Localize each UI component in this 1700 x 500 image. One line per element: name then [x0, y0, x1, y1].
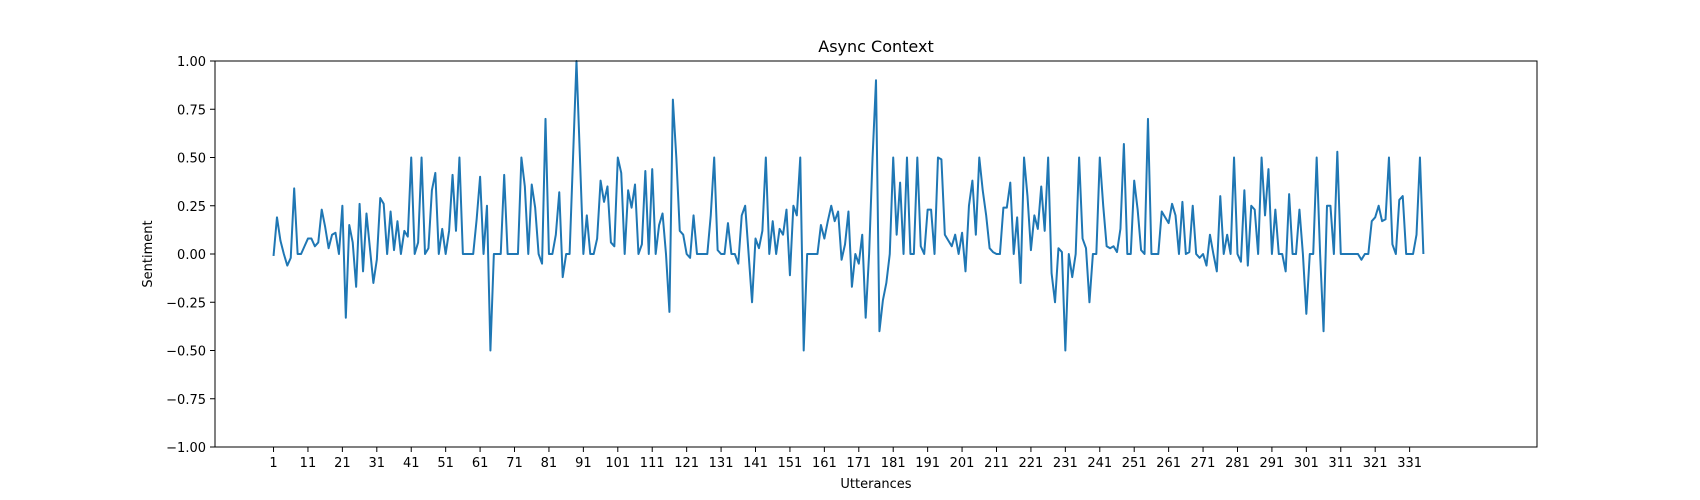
x-tick-label: 191 [915, 456, 940, 471]
x-axis-label: Utterances [840, 477, 911, 492]
x-tick-label: 181 [881, 456, 906, 471]
x-tick-label: 101 [605, 456, 630, 471]
y-tick-label: 0.25 [177, 200, 206, 215]
x-tick-label: 251 [1122, 456, 1147, 471]
y-tick-label: 0.00 [177, 248, 206, 263]
y-axis: 1.00 0.75 0.50 0.25 0.00 −0.25 −0.50 −0.75 −1.00 [166, 55, 215, 456]
x-tick-label: 221 [1019, 456, 1044, 471]
x-tick-label: 291 [1259, 456, 1284, 471]
x-tick-label: 271 [1191, 456, 1216, 471]
x-tick-label: 31 [369, 456, 386, 471]
x-tick-label: 231 [1053, 456, 1078, 471]
x-tick-label: 71 [506, 456, 523, 471]
x-tick-label: 11 [300, 456, 317, 471]
x-tick-label: 21 [334, 456, 351, 471]
x-tick-label: 41 [403, 456, 420, 471]
x-tick-label: 61 [472, 456, 489, 471]
x-tick-label: 201 [950, 456, 975, 471]
x-tick-label: 131 [709, 456, 734, 471]
x-tick-label: 111 [640, 456, 665, 471]
x-tick-label: 81 [541, 456, 558, 471]
y-tick-label: 0.50 [177, 152, 206, 167]
x-tick-label: 91 [575, 456, 592, 471]
y-tick-label: 1.00 [177, 55, 206, 70]
y-tick-label: −1.00 [166, 441, 206, 456]
x-axis: 1 11 21 31 41 51 61 71 81 91 101 111 121 131 141 151 161… [269, 447, 1422, 471]
x-tick-label: 171 [846, 456, 871, 471]
x-tick-label: 301 [1294, 456, 1319, 471]
x-tick-label: 331 [1397, 456, 1422, 471]
x-tick-label: 261 [1156, 456, 1181, 471]
series-line-0 [272, 60, 1425, 352]
plot-area [214, 60, 1538, 448]
x-tick-label: 241 [1087, 456, 1112, 471]
x-tick-label: 161 [812, 456, 837, 471]
chart-title: Async Context [818, 37, 933, 56]
x-tick-label: 281 [1225, 456, 1250, 471]
x-tick-label: 141 [743, 456, 768, 471]
x-tick-label: 1 [269, 456, 277, 471]
y-tick-label: −0.75 [166, 393, 206, 408]
y-tick-label: 0.75 [177, 103, 206, 118]
x-tick-label: 211 [984, 456, 1009, 471]
y-tick-label: −0.50 [166, 345, 206, 360]
x-tick-label: 321 [1363, 456, 1388, 471]
x-tick-label: 121 [674, 456, 699, 471]
y-axis-label: Sentiment [141, 220, 156, 287]
x-tick-label: 51 [437, 456, 454, 471]
x-tick-label: 151 [778, 456, 803, 471]
x-tick-label: 311 [1328, 456, 1353, 471]
y-tick-label: −0.25 [166, 296, 206, 311]
